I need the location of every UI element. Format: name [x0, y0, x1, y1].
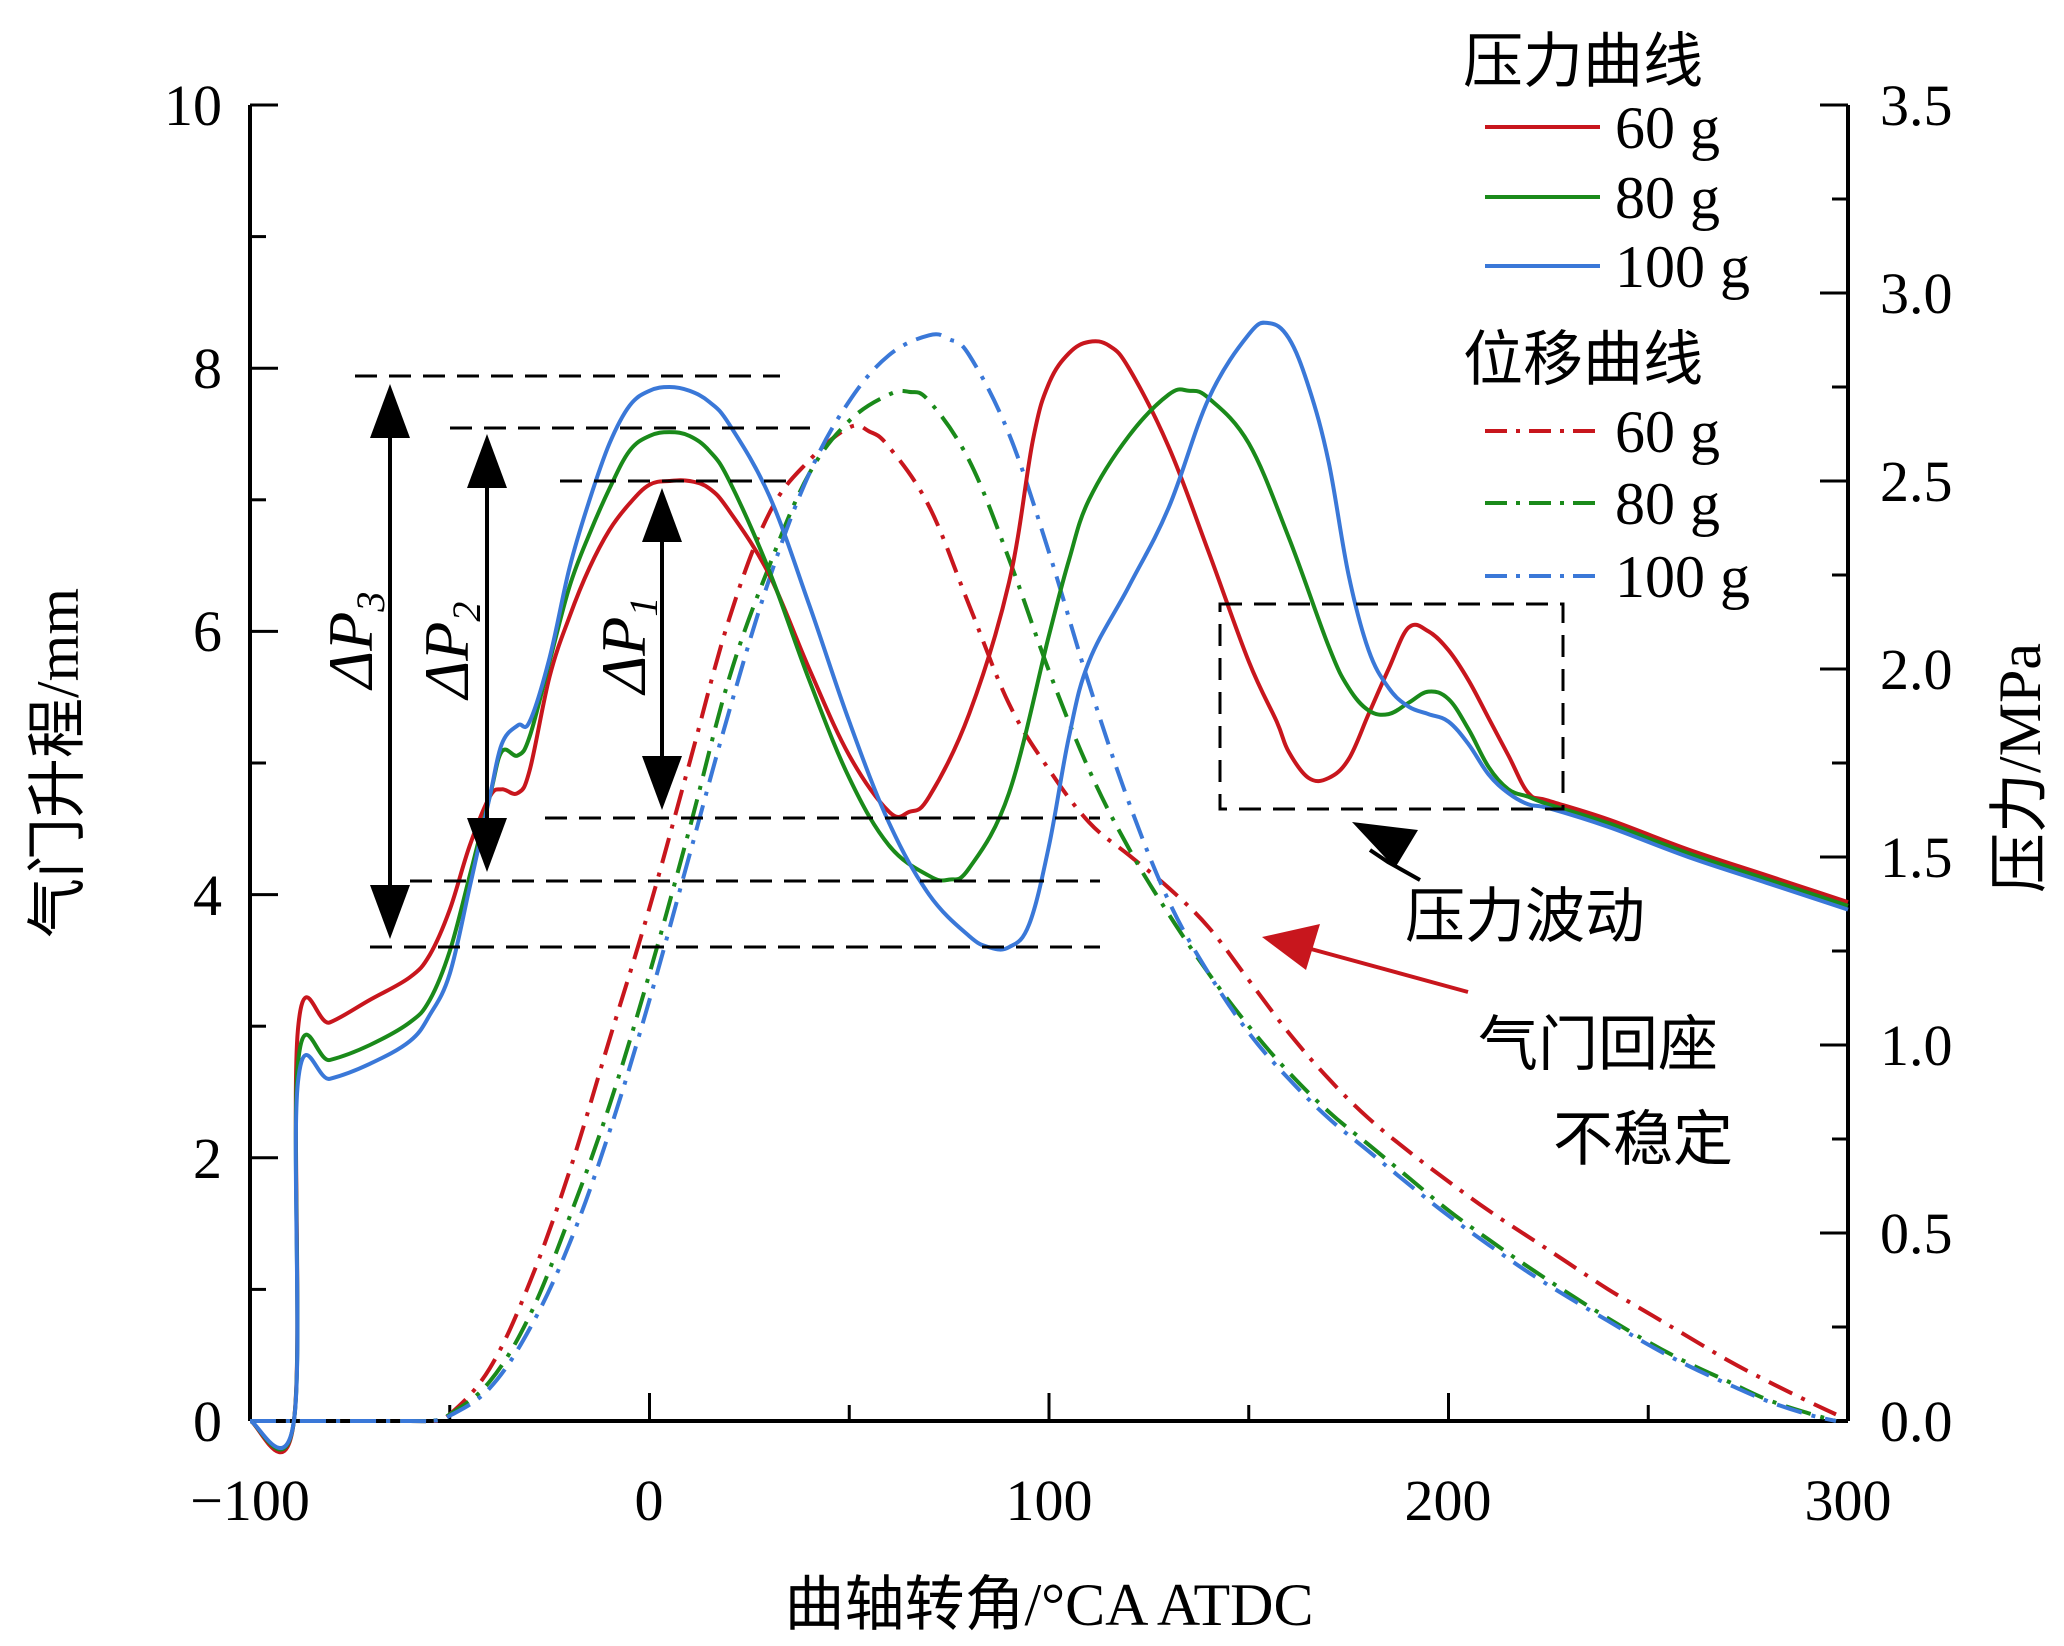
- y2-tick-label-7: 3.5: [1880, 73, 1953, 138]
- y2-tick-label-2: 1.0: [1880, 1013, 1953, 1078]
- delta-p1-arrow-down: [642, 756, 682, 810]
- axis-ticks: [248, 103, 1850, 1423]
- y-tick-label-0: 0: [193, 1389, 222, 1454]
- fluctuation-box: [1218, 602, 1565, 811]
- y-tick-label-4: 8: [193, 336, 222, 401]
- legend-pressure-title: 压力曲线: [1463, 29, 1703, 95]
- y2-tick-label-1: 0.5: [1880, 1201, 1953, 1266]
- legend-label-disp-100g: 100 g: [1615, 544, 1750, 610]
- fluctuation-arrow-head: [1352, 822, 1418, 868]
- displacement-series-60g: [250, 423, 1837, 1424]
- y2-tick-label-3: 1.5: [1880, 825, 1953, 890]
- y-axis-title: 气门升程/mm: [25, 588, 91, 938]
- delta-p1-subscript: 1: [621, 597, 666, 617]
- legend-label-pressure-100g: 100 g: [1615, 234, 1750, 300]
- x-tick-label-4: 300: [1805, 1468, 1892, 1533]
- x-tick-label-0: −100: [190, 1468, 310, 1533]
- delta-p2-symbol: P: [411, 622, 482, 662]
- valve-seat-arrow-head: [1262, 924, 1320, 970]
- valve-seat-label-line2: 不稳定: [1553, 1107, 1733, 1173]
- y2-tick-label-0: 0.0: [1880, 1389, 1953, 1454]
- displacement-series-100g: [250, 332, 1837, 1424]
- delta-p3-arrow-up: [370, 384, 410, 438]
- y2-tick-label-5: 2.5: [1880, 449, 1953, 514]
- y-tick-label-3: 6: [193, 599, 222, 664]
- pressure-series-100g: [249, 320, 1849, 1450]
- legend-label-pressure-80g: 80 g: [1615, 165, 1720, 231]
- delta-p1-label: ΔP1: [588, 597, 666, 697]
- legend-label-disp-60g: 60 g: [1615, 399, 1720, 465]
- y2-tick-label-4: 2.0: [1880, 637, 1953, 702]
- pressure-fluctuation-label: 压力波动: [1405, 884, 1645, 950]
- y-tick-label-5: 10: [164, 73, 222, 138]
- y2-tick-label-6: 3.0: [1880, 261, 1953, 326]
- valve-seat-label-line1: 气门回座: [1478, 1012, 1718, 1078]
- delta-p3-arrow-down: [370, 885, 410, 939]
- delta-p2-arrow-down: [467, 818, 507, 872]
- x-tick-label-1: 0: [635, 1468, 664, 1533]
- delta-arrows: [370, 384, 682, 939]
- series-layer: [249, 320, 1849, 1455]
- delta-p2-label: ΔP2: [411, 602, 489, 702]
- delta-p2-arrow-up: [467, 434, 507, 488]
- x-tick-label-2: 100: [1006, 1468, 1093, 1533]
- delta-p3-subscript: 3: [348, 592, 393, 613]
- fluctuation-arrow-shaft: [1368, 848, 1421, 882]
- y-tick-label-2: 4: [193, 863, 222, 928]
- x-axis-title: 曲轴转角/°CA ATDC: [784, 1572, 1313, 1638]
- tick-labels: −100 0 100 200 300 0 2 4 6 8 10 0.0 0.5 …: [164, 73, 1953, 1533]
- delta-p1-arrow-up: [642, 488, 682, 542]
- legend-label-pressure-60g: 60 g: [1615, 95, 1720, 161]
- delta-p3-symbol: P: [315, 612, 386, 652]
- delta-p2-subscript: 2: [444, 602, 489, 622]
- legend-displacement-title: 位移曲线: [1463, 327, 1703, 393]
- x-tick-label-3: 200: [1405, 1468, 1492, 1533]
- reference-lines: [355, 374, 1565, 949]
- legend-label-disp-80g: 80 g: [1615, 471, 1720, 537]
- y-tick-label-1: 2: [193, 1126, 222, 1191]
- delta-p1-symbol: P: [588, 617, 659, 657]
- valve-seat-arrow-shaft: [1299, 944, 1469, 994]
- pressure-series-80g: [249, 387, 1849, 1452]
- legend: 压力曲线 60 g 80 g 100 g 位移曲线 60 g 80 g 100 …: [1463, 29, 1750, 610]
- delta-p3-label: ΔP3: [315, 592, 393, 692]
- y2-axis-title: 压力/MPa: [1987, 643, 2053, 893]
